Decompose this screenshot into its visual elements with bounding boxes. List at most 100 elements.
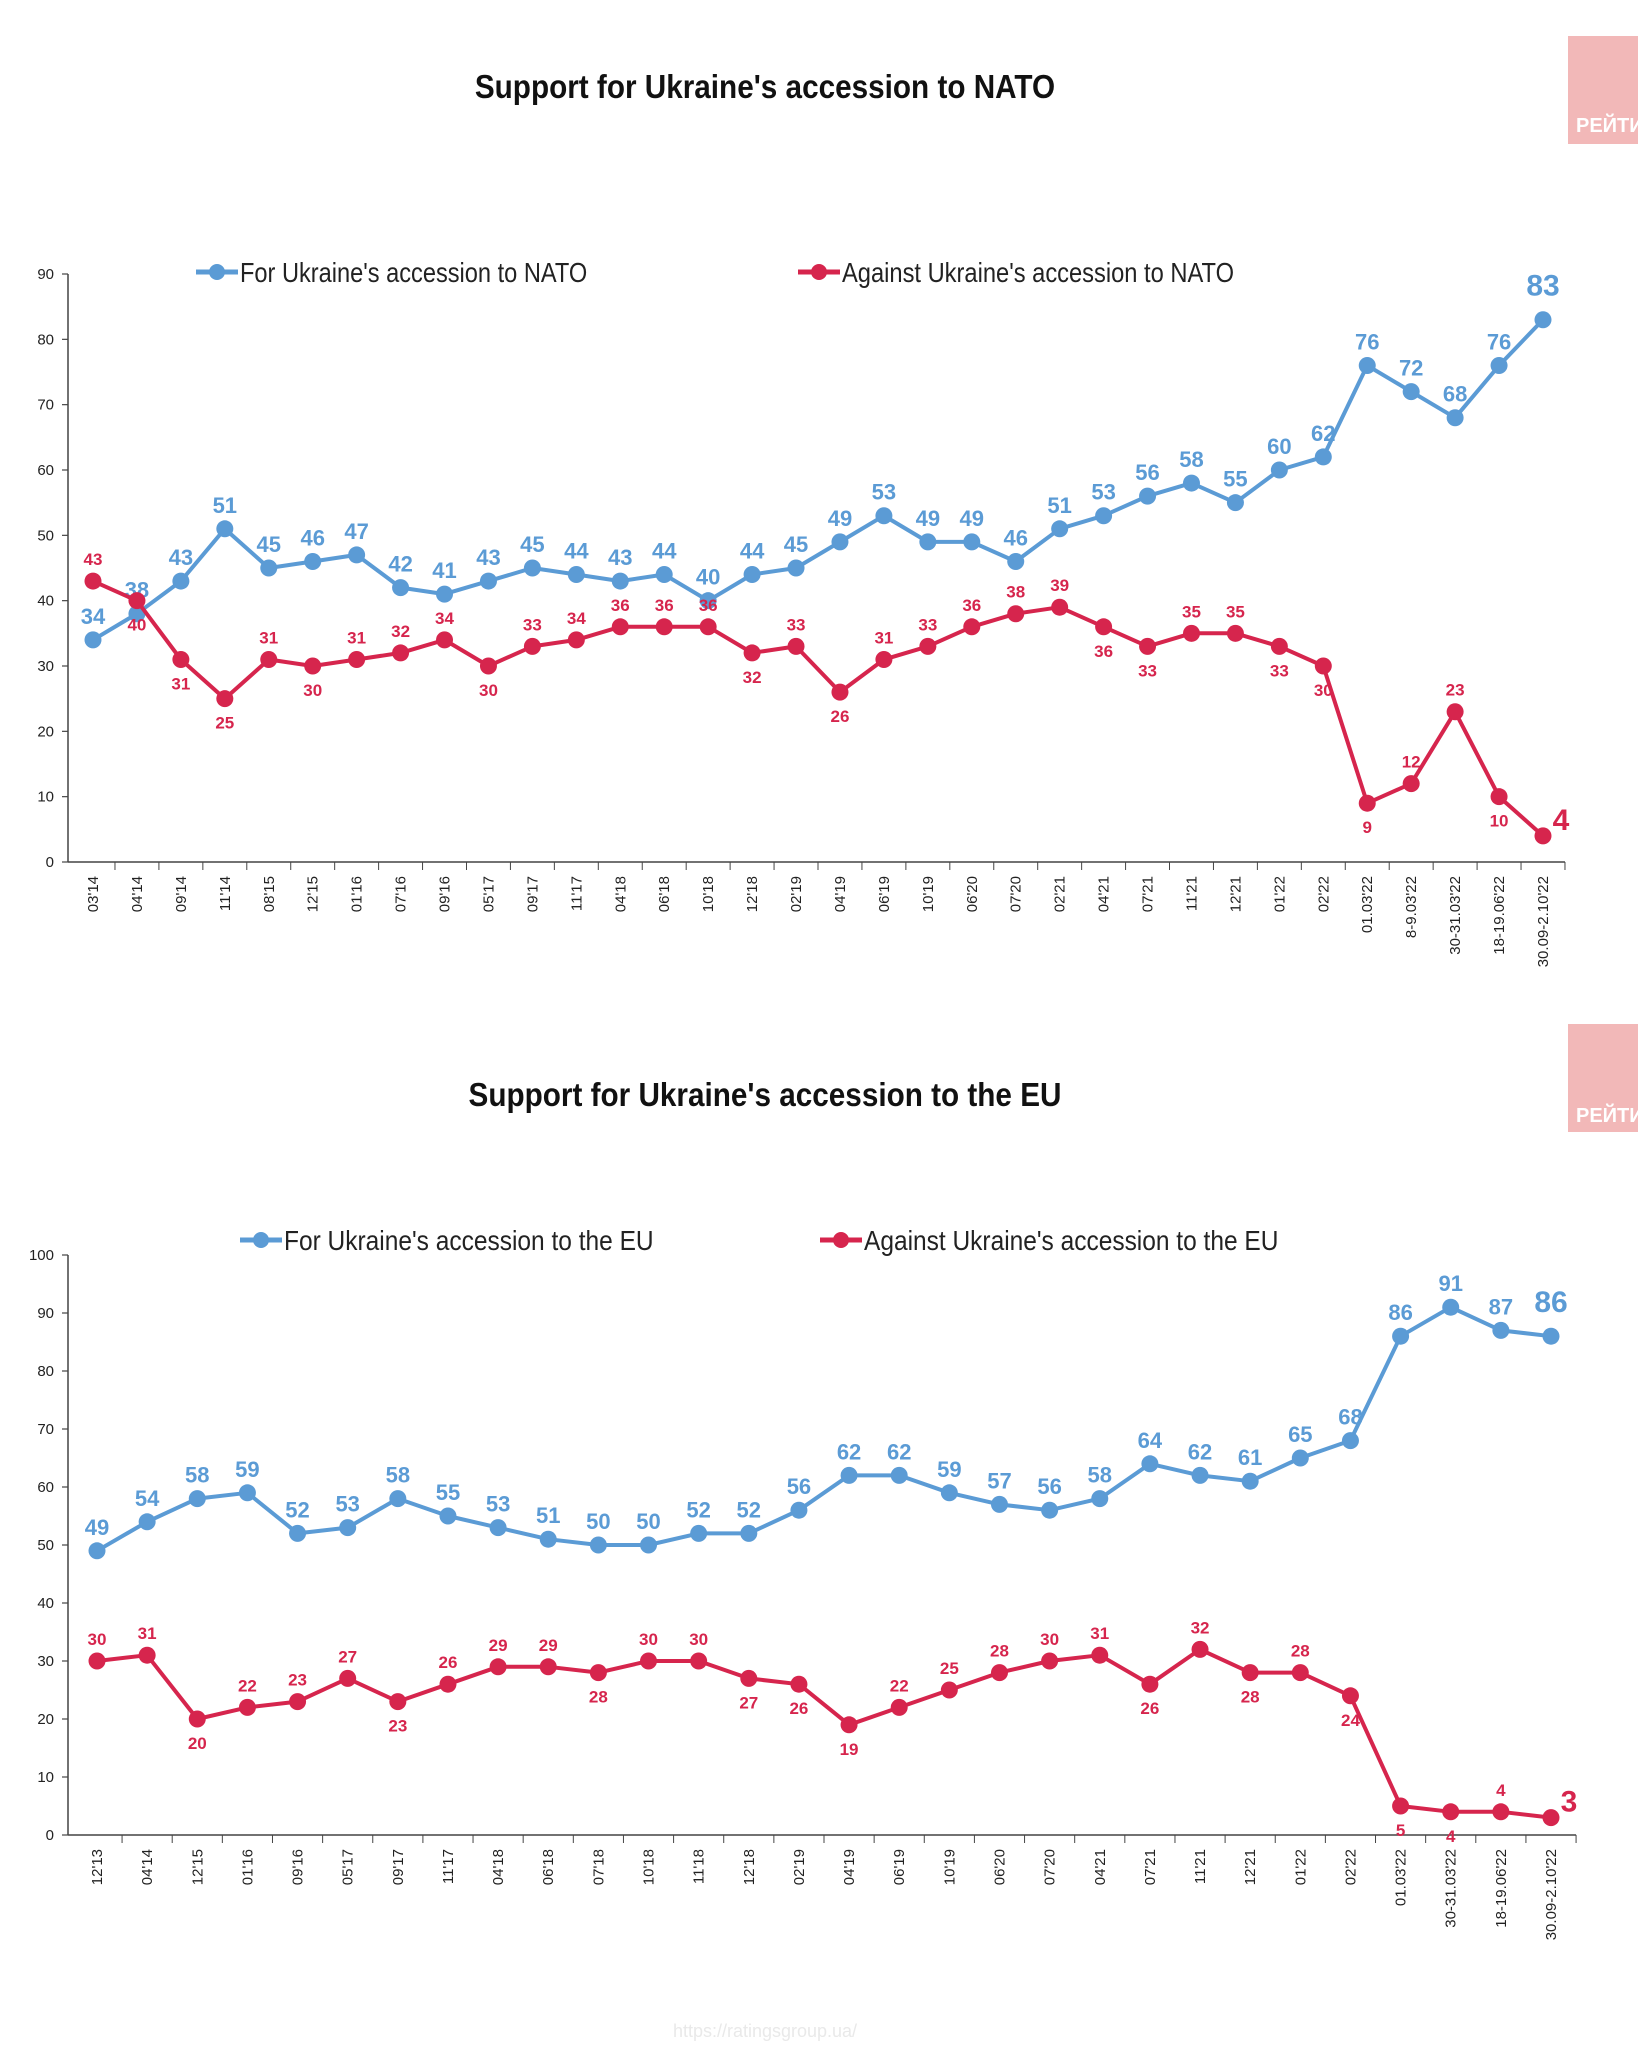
data-label: 53 xyxy=(1091,480,1115,505)
y-tick-label: 60 xyxy=(37,1479,54,1496)
data-label: 64 xyxy=(1138,1428,1163,1453)
data-label: 3 xyxy=(1561,1786,1578,1819)
data-label: 26 xyxy=(831,707,850,726)
data-point xyxy=(439,1675,457,1693)
data-label: 62 xyxy=(887,1439,911,1464)
data-label: 33 xyxy=(1138,661,1157,680)
legend-marker xyxy=(209,264,225,280)
data-label: 54 xyxy=(135,1486,160,1511)
data-point xyxy=(436,631,454,649)
x-tick-label: 06'19 xyxy=(876,876,893,912)
data-point xyxy=(840,1466,858,1484)
data-point xyxy=(790,1501,808,1519)
data-label: 30 xyxy=(689,1630,708,1649)
data-point xyxy=(963,618,981,636)
data-point xyxy=(990,1495,1008,1513)
x-tick-label: 04'18 xyxy=(490,1849,507,1885)
data-point xyxy=(787,637,805,655)
data-label: 56 xyxy=(1037,1474,1061,1499)
data-label: 49 xyxy=(85,1515,109,1540)
data-point xyxy=(567,566,585,584)
x-tick-label: 18-19.06'22 xyxy=(1493,1849,1510,1928)
x-tick-label: 08'15 xyxy=(261,876,278,912)
data-label: 49 xyxy=(916,506,940,531)
data-label: 46 xyxy=(300,525,324,550)
series-line xyxy=(91,318,1545,642)
data-label: 41 xyxy=(432,558,456,583)
x-tick-label: 02'21 xyxy=(1052,876,1069,912)
data-point xyxy=(392,579,410,597)
data-point xyxy=(790,1675,808,1693)
data-point xyxy=(1139,637,1157,655)
x-tick-label: 06'19 xyxy=(891,1849,908,1885)
data-label: 76 xyxy=(1355,329,1379,354)
data-label: 53 xyxy=(872,480,896,505)
data-point xyxy=(1007,605,1025,623)
data-label: 33 xyxy=(787,615,806,634)
data-label: 45 xyxy=(784,532,808,557)
data-point xyxy=(990,1664,1008,1682)
data-label: 31 xyxy=(138,1624,157,1643)
data-point xyxy=(655,566,673,584)
data-point xyxy=(1041,1652,1059,1670)
data-label: 34 xyxy=(435,609,454,628)
data-label: 12 xyxy=(1402,753,1421,772)
data-point xyxy=(539,1658,557,1676)
y-tick-label: 30 xyxy=(37,658,54,675)
data-point xyxy=(1091,1646,1109,1664)
data-label: 51 xyxy=(213,493,237,518)
data-label: 76 xyxy=(1487,329,1511,354)
data-point xyxy=(84,631,102,649)
data-label: 86 xyxy=(1388,1300,1412,1325)
data-label: 30 xyxy=(1040,1630,1059,1649)
data-label: 33 xyxy=(918,615,937,634)
data-point xyxy=(655,618,673,636)
series-line xyxy=(92,579,1545,838)
chart-title: Support for Ukraine's accession to the E… xyxy=(468,1076,1062,1113)
data-point xyxy=(1226,494,1244,512)
data-point xyxy=(1095,507,1113,525)
x-tick-label: 09'17 xyxy=(390,1849,407,1885)
legend-label: For Ukraine's accession to NATO xyxy=(240,257,587,288)
data-label: 30 xyxy=(303,681,322,700)
data-label: 9 xyxy=(1363,818,1372,837)
y-tick-label: 100 xyxy=(29,1247,54,1264)
data-label: 24 xyxy=(1341,1711,1360,1730)
data-point xyxy=(743,644,761,662)
eu-chart-panel: Support for Ukraine's accession to the E… xyxy=(0,1020,1638,2048)
y-tick-label: 20 xyxy=(37,1711,54,1728)
data-point xyxy=(1341,1432,1359,1450)
data-point xyxy=(1392,1797,1410,1815)
data-label: 43 xyxy=(608,545,632,570)
x-tick-label: 12'13 xyxy=(89,1849,106,1885)
legend-label: Against Ukraine's accession to NATO xyxy=(842,257,1234,288)
data-label: 83 xyxy=(1526,270,1559,303)
data-point xyxy=(1091,1490,1109,1508)
x-tick-label: 07'21 xyxy=(1140,876,1157,912)
data-point xyxy=(128,592,146,610)
eu-chart-svg: 0 10 20 30 40 50 60 70 80 90 100 12'13 04'14 12'15 01'… xyxy=(29,1225,1578,1940)
x-tick-label: 01'22 xyxy=(1292,1849,1309,1885)
x-tick-label: 30-31.03'22 xyxy=(1443,1849,1460,1928)
data-point xyxy=(260,559,278,577)
data-label: 58 xyxy=(1088,1463,1112,1488)
x-tick-label: 30.09-2.10'22 xyxy=(1543,1849,1560,1940)
data-label: 23 xyxy=(388,1717,407,1736)
data-point xyxy=(389,1490,407,1508)
x-tick-label: 04'18 xyxy=(612,876,629,912)
x-tick-label: 10'19 xyxy=(941,1849,958,1885)
data-point xyxy=(339,1519,357,1537)
x-tick-label: 07'16 xyxy=(393,876,410,912)
data-point xyxy=(611,572,629,590)
data-point xyxy=(1191,1640,1209,1658)
data-point xyxy=(238,1698,256,1716)
x-tick-label: 05'17 xyxy=(480,876,497,912)
data-label: 62 xyxy=(1188,1439,1212,1464)
data-point xyxy=(1182,474,1200,492)
data-point xyxy=(188,1710,206,1728)
data-label: 43 xyxy=(169,545,193,570)
x-tick-label: 04'14 xyxy=(129,876,146,912)
data-label: 62 xyxy=(1311,421,1335,446)
data-label: 27 xyxy=(338,1647,357,1666)
data-label: 44 xyxy=(740,539,765,564)
